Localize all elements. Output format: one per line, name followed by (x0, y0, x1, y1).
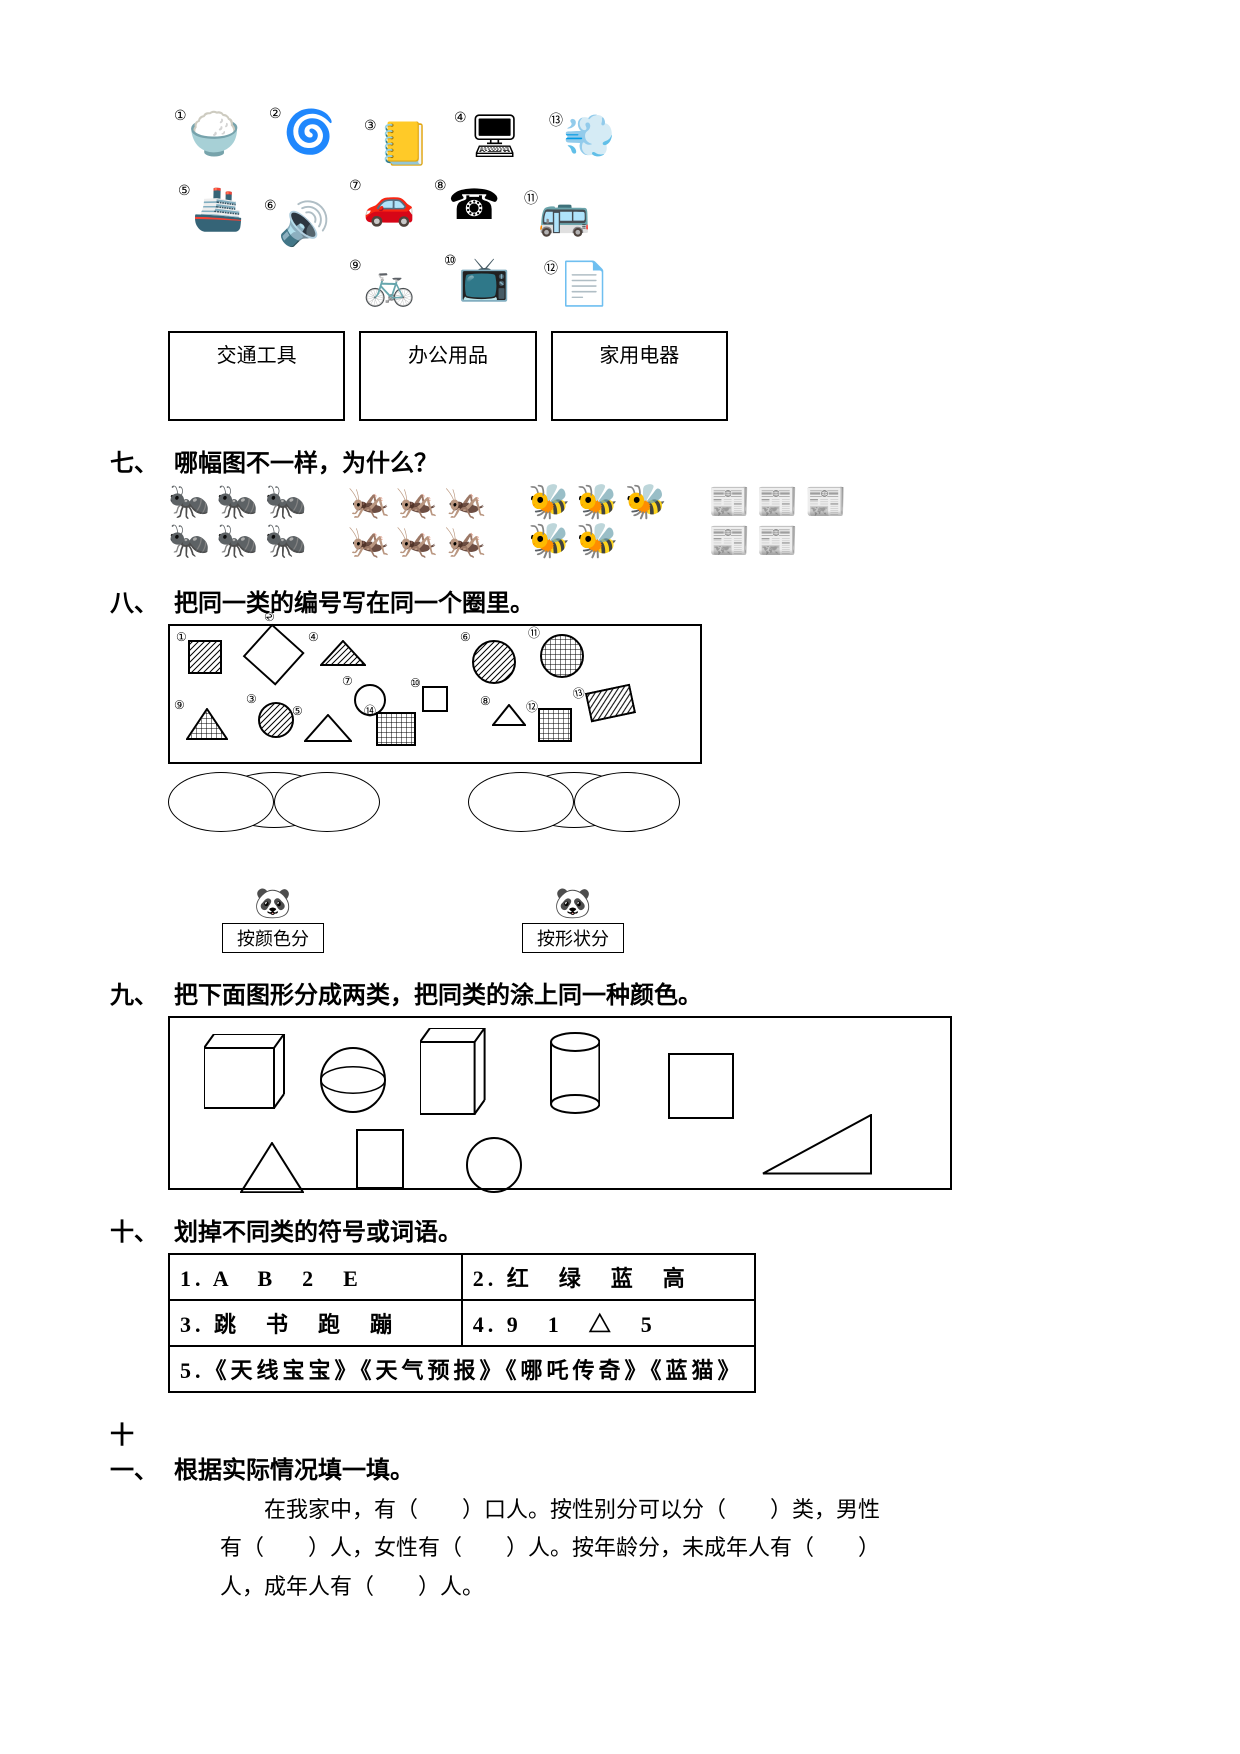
bees-icon: 🐝 (528, 484, 570, 521)
mantises-icon: 🦗 (396, 484, 438, 521)
q8-shape-③: ③ (258, 702, 294, 743)
q8-shape-⑭: ⑭ (376, 712, 416, 751)
q10-cell: 1. A B 2 E (169, 1254, 462, 1300)
q7-group-ants: 🐜🐜🐜🐜🐜🐜 (168, 484, 338, 561)
q8-bear: 🐼按颜色分 (168, 772, 378, 953)
q11-title: 根据实际情况填一填。 (174, 1458, 414, 1484)
q9-shape-triangle2d (240, 1122, 304, 1212)
q6-item-fan: ②🌀 (283, 108, 335, 157)
mantises-icon: 🦗 (348, 523, 390, 560)
q8-shape-⑫: ⑫ (538, 708, 572, 747)
mantises-icon: 🦗 (396, 523, 438, 560)
q6-category-box: 交通工具 (168, 331, 345, 421)
q6-item-computer: ④🖥 (468, 112, 521, 161)
question-7: 七、 哪幅图不一样，为什么？ 🐜🐜🐜🐜🐜🐜🦗🦗🦗🦗🦗🦗🐝🐝🐝🐝🐝📰📰📰📰📰 (110, 443, 1130, 561)
q6-items-panel: ①🍚 ②🌀 ③📒 ④🖥 ⑤🚢 ⑥🔊 ⑦🚗 ⑧☎ ⑨🚲 ⑩📺 ⑪🚌 ⑫📄 ⑬💨 (168, 100, 728, 325)
q7-picture-groups: 🐜🐜🐜🐜🐜🐜🦗🦗🦗🦗🦗🦗🐝🐝🐝🐝🐝📰📰📰📰📰 (168, 484, 1130, 561)
q9-shape-square2d (668, 1048, 734, 1138)
q6-item-hair-dryer: ⑬💨 (563, 112, 615, 161)
q7-number: 七、 (110, 443, 168, 478)
mantises-icon: 🦗 (348, 484, 390, 521)
question-8: 八、 把同一类的编号写在同一个圈里。 ①②③④⑤⑥⑦⑧⑨⑩⑪⑫⑬⑭ 🐼按颜色分🐼… (110, 583, 1130, 953)
q8-bear-diagrams: 🐼按颜色分 🐼按形状分 (168, 772, 1130, 953)
question-9: 九、 把下面图形分成两类，把同类的涂上同一种颜色。 (110, 975, 1130, 1190)
q6-item-car: ⑦🚗 (363, 180, 415, 229)
q8-shape-⑤: ⑤ (304, 714, 352, 747)
question-6: ①🍚 ②🌀 ③📒 ④🖥 ⑤🚢 ⑥🔊 ⑦🚗 ⑧☎ ⑨🚲 ⑩📺 ⑪🚌 ⑫📄 ⑬💨 交通工具办公用品家用电器 (110, 100, 1130, 421)
worksheet-page: ①🍚②🌀③📒④🖥⑤🚢⑥🔊⑦🚗⑧☎⑨🚲⑩📺⑪🚌⑫📄⑬💨 交通工具办公用品家用电器 … (0, 0, 1240, 1688)
newspapers-icon: 📰 (708, 484, 750, 521)
q8-shape-⑬: ⑬ (585, 683, 637, 727)
question-10: 十、 划掉不同类的符号或词语。 1. A B 2 E2. 红 绿 蓝 高3. 跳… (110, 1212, 1130, 1393)
q8-shape-⑪: ⑪ (540, 634, 584, 683)
q8-title: 把同一类的编号写在同一个圈里。 (174, 591, 534, 617)
bees-icon: 🐝 (625, 484, 667, 521)
mantises-icon: 🦗 (445, 484, 487, 521)
q8-shape-②: ② (239, 623, 304, 689)
newspapers-icon: 📰 (756, 523, 798, 560)
q6-item-memo-pad: ⑫📄 (558, 260, 610, 309)
q8-shape-⑧: ⑧ (492, 704, 526, 731)
q10-cell: 3. 跳 书 跑 蹦 (169, 1300, 462, 1346)
q6-category-box: 家用电器 (551, 331, 728, 421)
q7-group-mantises: 🦗🦗🦗🦗🦗🦗 (348, 484, 518, 561)
q11-body-text: 在我家中，有（ ）口人。按性别分可以分（ ）类，男性有（ ）人，女性有（ ）人。… (220, 1491, 890, 1607)
bees-icon: 🐝 (528, 523, 570, 560)
q6-category-boxes: 交通工具办公用品家用电器 (168, 331, 728, 421)
question-11: 十一、 根据实际情况填一填。 在我家中，有（ ）口人。按性别分可以分（ ）类，男… (110, 1415, 1130, 1607)
q6-item-rice-cooker: ①🍚 (188, 110, 240, 159)
q10-cell: 5.《天线宝宝》《天气预报》《哪吒传奇》《蓝猫》 (169, 1346, 755, 1392)
q10-title: 划掉不同类的符号或词语。 (174, 1220, 462, 1246)
bees-icon: 🐝 (576, 484, 618, 521)
ants-icon: 🐜 (265, 523, 307, 560)
q8-shape-⑥: ⑥ (472, 640, 516, 689)
q10-cell: 4. 9 1 △ 5 (462, 1300, 755, 1346)
q6-item-bicycle: ⑨🚲 (363, 260, 415, 309)
q8-shape-⑩: ⑩ (422, 686, 448, 717)
q7-group-bees: 🐝🐝🐝🐝🐝 (528, 484, 698, 561)
q7-title: 哪幅图不一样，为什么？ (174, 451, 438, 477)
q8-number: 八、 (110, 583, 168, 618)
q7-group-newspapers: 📰📰📰📰📰 (708, 484, 878, 561)
ants-icon: 🐜 (216, 484, 258, 521)
q8-shape-①: ① (188, 640, 222, 679)
q6-item-ship: ⑤🚢 (192, 185, 244, 234)
q6-category-box: 办公用品 (359, 331, 536, 421)
q9-number: 九、 (110, 975, 168, 1010)
q6-item-bus: ⑪🚌 (538, 190, 590, 239)
q6-item-tv: ⑩📺 (458, 255, 510, 304)
ants-icon: 🐜 (216, 523, 258, 560)
bear-label: 按颜色分 (222, 923, 324, 953)
q6-item-telephone: ⑧☎ (448, 180, 500, 230)
q8-shape-④: ④ (320, 640, 366, 671)
bees-icon: 🐝 (576, 523, 618, 560)
newspapers-icon: 📰 (805, 484, 847, 521)
q9-shapes-panel (168, 1016, 952, 1190)
q10-number: 十、 (110, 1212, 168, 1247)
q6-item-speakers: ⑥🔊 (278, 200, 330, 249)
q9-shape-circle2d (466, 1122, 522, 1212)
ants-icon: 🐜 (265, 484, 307, 521)
newspapers-icon: 📰 (756, 484, 798, 521)
q8-bear: 🐼按形状分 (468, 772, 678, 953)
q11-number: 十一、 (110, 1415, 168, 1485)
bear-label: 按形状分 (522, 923, 624, 953)
q9-title: 把下面图形分成两类，把同类的涂上同一种颜色。 (174, 983, 702, 1009)
q9-shape-cylinder (550, 1032, 600, 1133)
q6-item-notebook: ③📒 (378, 120, 430, 169)
ants-icon: 🐜 (168, 484, 210, 521)
ants-icon: 🐜 (168, 523, 210, 560)
q10-cell: 2. 红 绿 蓝 高 (462, 1254, 755, 1300)
q9-shape-rtriangle2d (762, 1104, 872, 1194)
q8-shapes-panel: ①②③④⑤⑥⑦⑧⑨⑩⑪⑫⑬⑭ (168, 624, 702, 764)
q8-shape-⑨: ⑨ (186, 708, 228, 745)
q10-table: 1. A B 2 E2. 红 绿 蓝 高3. 跳 书 跑 蹦4. 9 1 △ 5… (168, 1253, 756, 1393)
newspapers-icon: 📰 (708, 523, 750, 560)
q9-shape-rectangle2d (356, 1118, 404, 1208)
mantises-icon: 🦗 (445, 523, 487, 560)
